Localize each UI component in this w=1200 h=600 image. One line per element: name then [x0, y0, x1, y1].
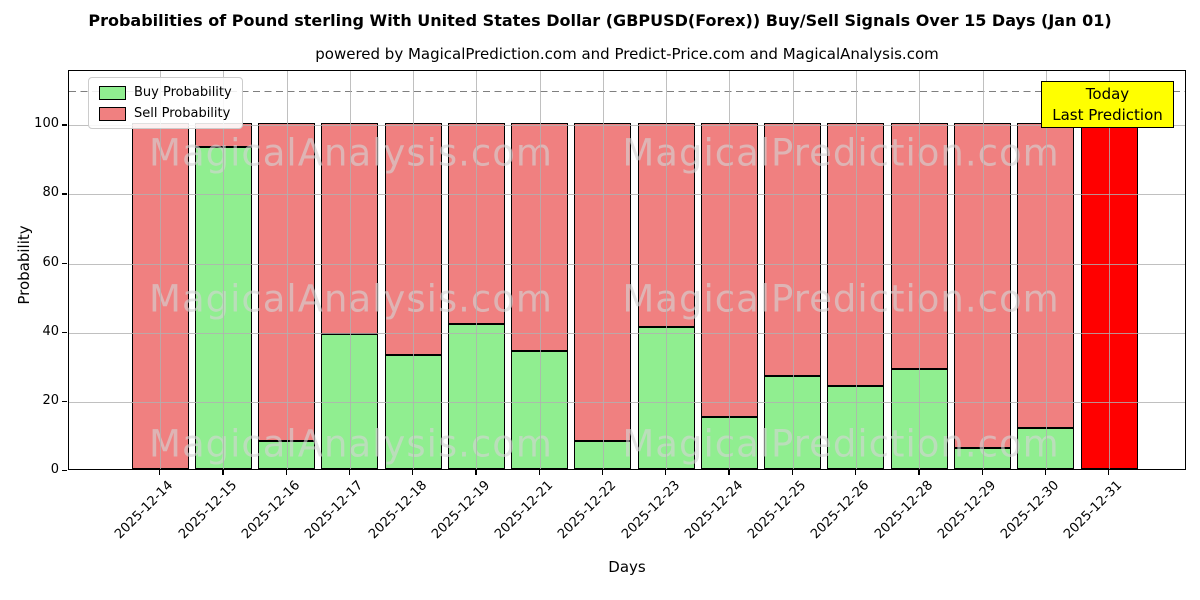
y-tick-label: 80 — [42, 185, 59, 201]
x-tick-mark — [538, 470, 540, 475]
v-gridline — [286, 71, 288, 469]
x-tick-label: 2025-12-16 — [239, 478, 304, 543]
x-tick-mark — [348, 470, 351, 475]
x-tick-label: 2025-12-17 — [302, 478, 367, 543]
h-gridline — [69, 263, 1185, 265]
y-axis-label: Probability — [15, 225, 33, 305]
y-tick-label: 20 — [42, 392, 59, 408]
x-tick-mark — [1044, 470, 1047, 475]
watermark-text: MagicalPrediction.com — [622, 277, 1060, 321]
y-tick-mark — [62, 400, 67, 403]
y-tick-mark — [62, 331, 67, 333]
x-tick-mark — [475, 470, 477, 475]
legend-label: Sell Probability — [134, 106, 231, 121]
v-gridline — [666, 71, 668, 469]
buy-swatch-icon — [99, 85, 126, 100]
legend-label: Buy Probability — [134, 85, 232, 100]
x-tick-label: 2025-12-18 — [365, 478, 430, 543]
x-tick-mark — [665, 470, 667, 475]
watermark-text: MagicalAnalysis.com — [149, 131, 553, 175]
v-gridline — [476, 71, 478, 469]
today-annotation-line1: Today — [1085, 84, 1130, 103]
x-tick-label: 2025-12-26 — [808, 478, 873, 543]
legend-item-buy: Buy Probability — [99, 85, 232, 100]
x-tick-mark — [728, 470, 730, 475]
watermark-text: MagicalPrediction.com — [622, 422, 1060, 466]
dashed-threshold-line — [69, 90, 1185, 93]
y-tick-label: 0 — [50, 462, 59, 477]
sell-swatch-icon — [99, 106, 126, 121]
v-gridline — [729, 71, 731, 469]
y-tick-label: 40 — [42, 323, 59, 339]
v-gridline — [223, 71, 225, 469]
v-gridline — [792, 71, 794, 469]
v-gridline — [602, 71, 604, 469]
h-gridline — [69, 125, 1185, 127]
x-tick-label: 2025-12-23 — [618, 478, 683, 543]
v-gridline — [919, 71, 921, 469]
x-tick-mark — [285, 470, 287, 475]
x-tick-label: 2025-12-30 — [998, 478, 1063, 543]
x-tick-label: 2025-12-28 — [871, 478, 936, 543]
watermark-text: MagicalAnalysis.com — [149, 277, 553, 321]
x-tick-label: 2025-12-29 — [935, 478, 1000, 543]
x-tick-mark — [854, 470, 857, 475]
legend: Buy Probability Sell Probability — [88, 77, 243, 129]
chart-subtitle: powered by MagicalPrediction.com and Pre… — [315, 45, 939, 63]
x-tick-mark — [222, 470, 224, 475]
y-tick-mark — [62, 124, 67, 126]
plot-area: MagicalAnalysis.com MagicalPrediction.co… — [68, 70, 1186, 470]
x-tick-mark — [1108, 470, 1110, 475]
x-axis-label: Days — [608, 558, 646, 576]
x-tick-mark — [412, 470, 414, 475]
x-tick-mark — [791, 470, 793, 475]
x-tick-label: 2025-12-19 — [428, 478, 493, 543]
v-gridline — [855, 71, 857, 469]
x-tick-mark — [601, 470, 604, 475]
h-gridline — [69, 332, 1185, 334]
x-tick-mark — [918, 470, 920, 475]
v-gridline — [982, 71, 984, 469]
chart-title: Probabilities of Pound sterling With Uni… — [88, 11, 1112, 30]
watermark-text: MagicalAnalysis.com — [149, 422, 553, 466]
x-tick-label: 2025-12-15 — [175, 478, 240, 543]
legend-item-sell: Sell Probability — [99, 106, 232, 121]
v-gridline — [349, 71, 351, 469]
y-tick-mark — [62, 193, 67, 195]
x-tick-label: 2025-12-31 — [1061, 478, 1126, 543]
x-tick-label: 2025-12-24 — [681, 478, 747, 543]
today-annotation-line2: Last Prediction — [1052, 105, 1163, 124]
v-gridline — [413, 71, 415, 469]
h-gridline — [69, 194, 1185, 196]
v-gridline — [1045, 71, 1047, 469]
h-gridline — [69, 401, 1185, 403]
watermark-text: MagicalPrediction.com — [622, 131, 1060, 175]
v-gridline — [1109, 71, 1111, 469]
y-tick-label: 100 — [34, 116, 59, 132]
x-tick-label: 2025-12-21 — [492, 478, 557, 543]
v-gridline — [160, 71, 161, 469]
y-tick-mark — [62, 262, 67, 264]
today-annotation: Today Last Prediction — [1041, 81, 1174, 128]
x-tick-label: 2025-12-25 — [745, 478, 810, 543]
y-tick-mark — [62, 470, 67, 472]
v-gridline — [539, 71, 541, 469]
x-tick-mark — [159, 470, 161, 475]
x-tick-label: 2025-12-22 — [555, 478, 620, 543]
y-tick-label: 60 — [42, 254, 59, 270]
x-tick-label: 2025-12-14 — [112, 478, 177, 543]
x-tick-mark — [981, 470, 983, 475]
